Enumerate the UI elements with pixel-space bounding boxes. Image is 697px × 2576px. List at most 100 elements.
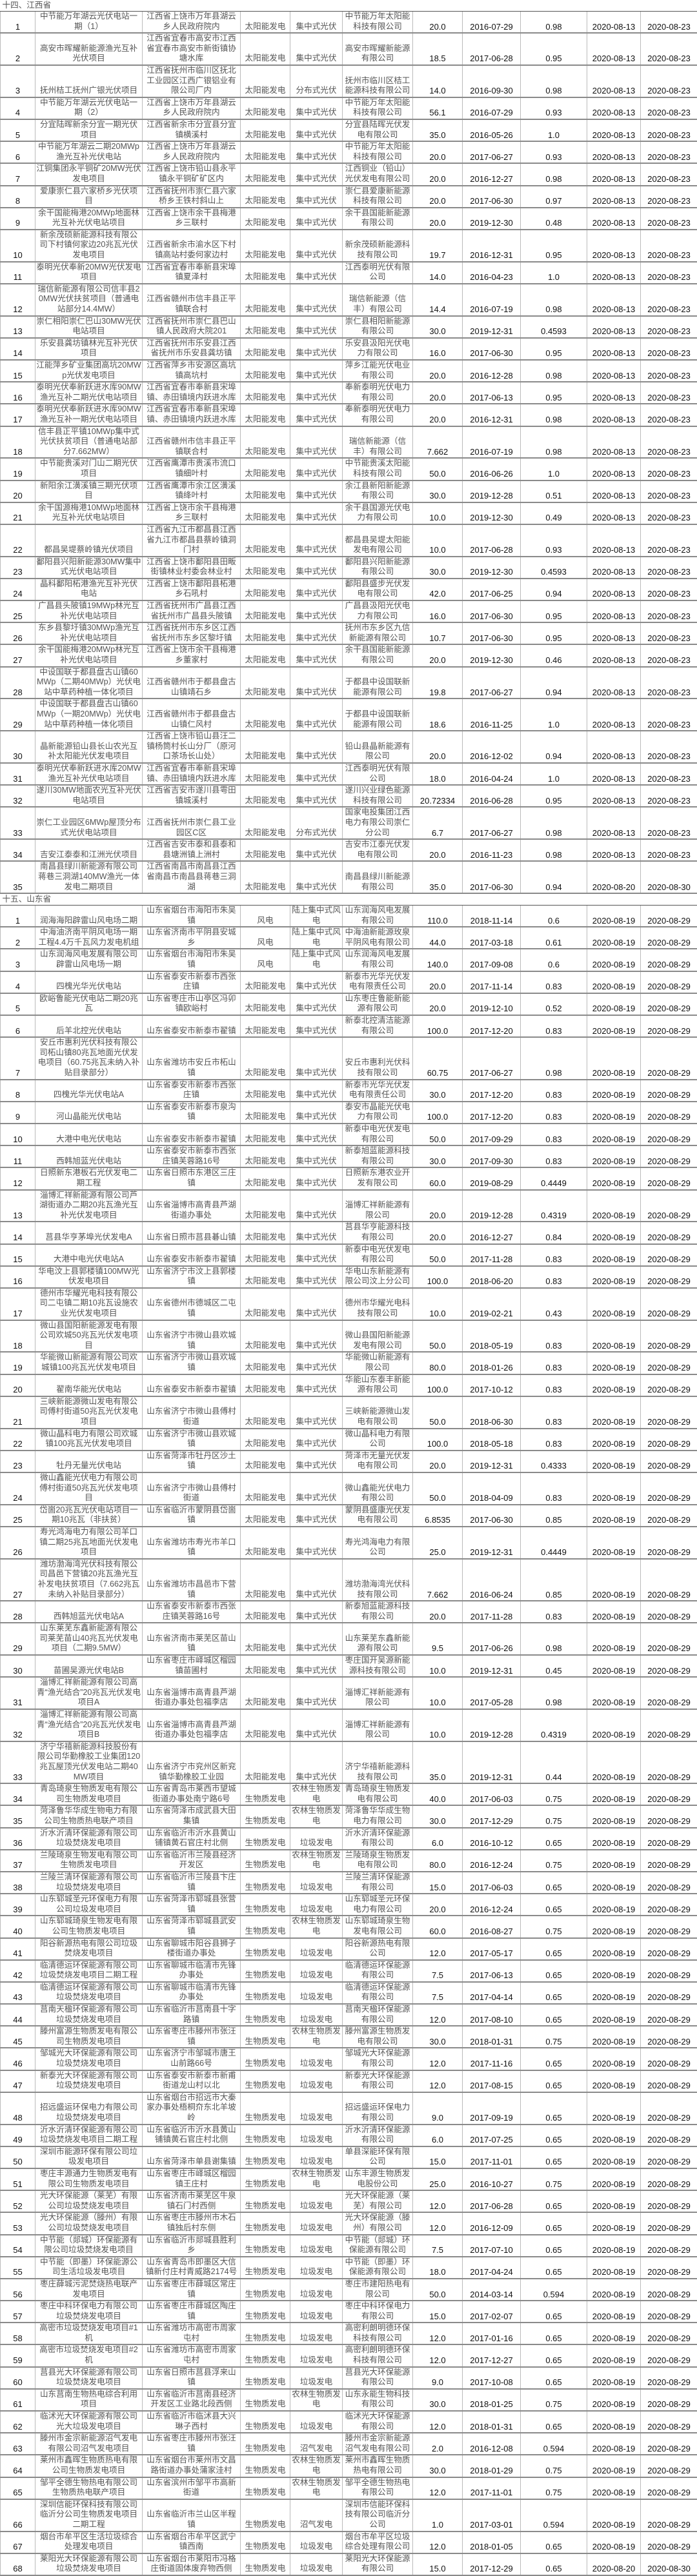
company: 余江县新阳新能源有限公司	[343, 481, 413, 502]
project-type: 集中式光伏	[290, 338, 343, 360]
project-location: 山东省枣庄市薛城区陶庄镇	[143, 2301, 241, 2323]
company: 崇仁县爱康新能源科技有限公司	[343, 186, 413, 208]
price: 0.594	[521, 2279, 587, 2301]
grid-date: 2019-12-31	[463, 1655, 521, 1677]
project-location: 江西省上饶市鄱阳县田畈街镇林业村委会林业村	[143, 557, 241, 579]
project-name: 大港中电光伏电站	[35, 1124, 143, 1145]
capacity: 14.4	[413, 284, 463, 316]
project-name: 分宜陆晖新余分宜一期光伏项目	[35, 119, 143, 141]
grid-date: 2017-06-30	[463, 861, 521, 893]
company: 滕州富源生物质发电有限公司	[343, 2026, 413, 2048]
company: 余干县国能新能源有限公司	[343, 644, 413, 666]
project-location: 山东省泰安市新泰市西张庄镇芙蓉路16号	[143, 1601, 241, 1623]
publicity-end: 2020-08-29	[641, 2070, 697, 2092]
capacity: 12.0	[413, 2531, 463, 2553]
capacity: 20.0	[413, 644, 463, 666]
capacity: 18.6	[413, 698, 463, 731]
generation-type: 太阳能发电	[241, 807, 290, 839]
project-name: 中设国联于都县盘古山镇60MWp（一期20MWp）光伏电站中草药种植一体化项目	[35, 698, 143, 731]
grid-date: 2016-11-23	[463, 839, 521, 861]
project-location: 江西省九江市都昌县江西省九江市都昌县蔡岭镇洞门村	[143, 524, 241, 557]
company: 奉新泰明光伏电力有限公司	[343, 382, 413, 404]
project-location: 江西省赣州市信丰县正平镇联合村	[143, 284, 241, 316]
capacity: 50.0	[413, 1244, 463, 1266]
capacity: 6.8535	[413, 1505, 463, 1527]
row-number: 35	[1, 861, 35, 893]
price: 0.75	[521, 2455, 587, 2477]
project-name: 临清德运环保能源有限公司垃圾焚烧发电项目二期工程	[35, 1960, 143, 1982]
capacity: 15.0	[413, 2553, 463, 2575]
publicity-start: 2020-08-19	[587, 2168, 641, 2190]
publicity-end: 2020-08-29	[641, 2026, 697, 2048]
generation-type: 生物质发电	[241, 1894, 290, 1916]
company: 菏泽鲁华华成生物电力有限公司	[343, 1805, 413, 1827]
row-number: 27	[1, 644, 35, 666]
project-location: 山东省菏泽市郓城县张营镇	[143, 1894, 241, 1916]
project-location: 江西省抚州市崇仁县巴山镇人民政府大院201	[143, 316, 241, 338]
project-location: 山东省泰安市新泰市西张庄镇	[143, 971, 241, 993]
price: 0.65	[521, 2092, 587, 2125]
project-name: 中节能（即墨）环保能源公司生活垃圾发电项目	[35, 2257, 143, 2279]
project-location: 江西省宜春市奉新县宋埠镇、赤田镇境内跃进水库	[143, 763, 241, 785]
project-type: 集中式光伏	[290, 1451, 343, 1472]
capacity: 35.0	[413, 1741, 463, 1783]
price: 0.98	[521, 360, 587, 382]
generation-type: 生物质发电	[241, 1982, 290, 2004]
generation-type: 生物质发电	[241, 2070, 290, 2092]
capacity: 50.0	[413, 1472, 463, 1505]
project-location: 山东省潍坊市高密市周家屯村	[143, 2344, 241, 2366]
grid-date: 2019-12-30	[463, 208, 521, 230]
generation-type: 太阳能发电	[241, 785, 290, 807]
project-location: 山东省临沂市兰陵县经济开发区	[143, 1850, 241, 1872]
publicity-end: 2020-08-23	[641, 316, 697, 338]
publicity-start: 2020-08-19	[587, 1429, 641, 1451]
generation-type: 太阳能发电	[241, 763, 290, 785]
project-name: 余干国能梅港20MWp地面林光互补光伏电站项目	[35, 208, 143, 230]
capacity: 6.0	[413, 1828, 463, 1850]
generation-type: 生物质发电	[241, 2048, 290, 2070]
company: 新泰旭蓝能源科技有限公司	[343, 1601, 413, 1623]
generation-type: 太阳能发电	[241, 644, 290, 666]
project-name: 莒县光大环保能源有限公司垃圾焚烧发电项目	[35, 2367, 143, 2389]
generation-type: 生物质发电	[241, 2455, 290, 2477]
grid-date: 2018-01-25	[463, 2389, 521, 2411]
grid-date: 2017-06-25	[463, 579, 521, 600]
capacity: 60.75	[413, 1037, 463, 1079]
row-number: 68	[1, 2553, 35, 2575]
price: 0.75	[521, 2168, 587, 2190]
capacity: 30.0	[413, 557, 463, 579]
capacity: 25.0	[413, 2168, 463, 2190]
project-location: 江西省吉安市遂川县雩田镇城溪村	[143, 785, 241, 807]
price: 0.51	[521, 481, 587, 502]
publicity-start: 2020-08-13	[587, 481, 641, 502]
project-name: 枣庄丰源通力生物质发电有限公司生物质发电项目	[35, 2168, 143, 2190]
project-location: 山东省泰安市新泰市翟镇	[143, 1244, 241, 1266]
publicity-end: 2020-08-29	[641, 1559, 697, 1601]
publicity-start: 2020-08-19	[587, 1190, 641, 1222]
publicity-end: 2020-08-23	[641, 119, 697, 141]
company: 遂川兴业绿色能源科技有限公司	[343, 785, 413, 807]
publicity-end: 2020-08-29	[641, 1222, 697, 1243]
company: 新泰中电光伏发电有限公司	[343, 1244, 413, 1266]
project-name: 高安市晖耀新能源渔光互补光伏项目	[35, 33, 143, 65]
project-location: 山东省枣庄市山亭区冯卯镇欧峪村	[143, 993, 241, 1015]
company: 高安市晖耀新能源有限公司	[343, 33, 413, 65]
publicity-end: 2020-08-23	[641, 262, 697, 284]
company: 余干县国源光伏电力有限公司	[343, 502, 413, 524]
project-type: 集中式光伏	[290, 163, 343, 185]
company: 光大环保能源（滕州）有限公司	[343, 2212, 413, 2234]
row-number: 32	[1, 785, 35, 807]
project-name: 崇仁工业园区6MWp屋顶分布式光伏电站项目	[35, 807, 143, 839]
publicity-end: 2020-08-29	[641, 1190, 697, 1222]
